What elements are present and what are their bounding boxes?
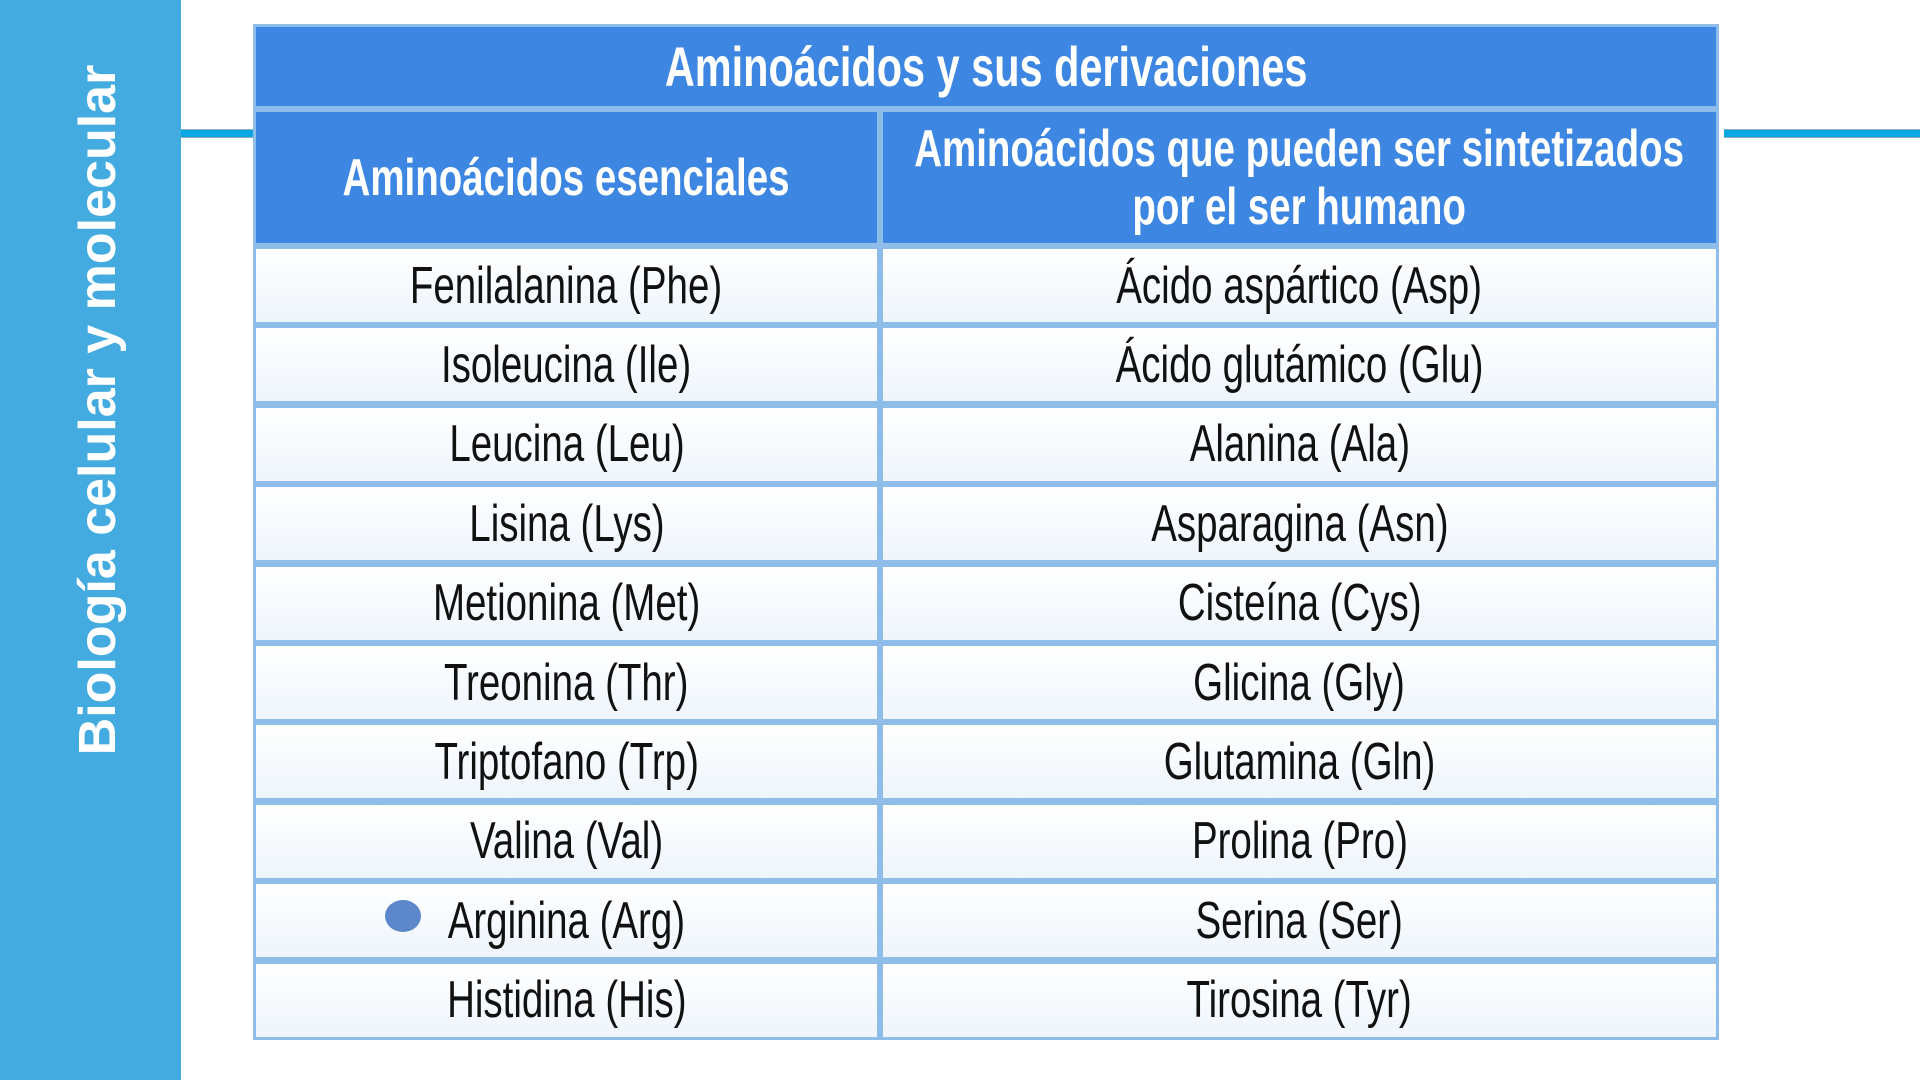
cell-essential: Arginina (Arg)	[256, 884, 877, 958]
cell-synthesized: Serina (Ser)	[883, 884, 1716, 958]
divider-line-right	[1724, 129, 1920, 138]
cell-text: Glicina (Gly)	[1193, 653, 1406, 712]
cell-text: Metionina (Met)	[432, 574, 701, 633]
cell-synthesized: Prolina (Pro)	[883, 804, 1716, 878]
cell-synthesized: Cisteína (Cys)	[883, 566, 1716, 640]
sidebar: Biología celular y molecular	[0, 0, 181, 1080]
cell-text: Arginina (Arg)	[447, 891, 686, 950]
cell-text: Prolina (Pro)	[1191, 812, 1408, 871]
column-header-essential: Aminoácidos esenciales	[256, 112, 877, 243]
cell-text: Ácido aspártico (Asp)	[1116, 256, 1483, 315]
cell-essential: Treonina (Thr)	[256, 646, 877, 719]
cell-essential: Fenilalanina (Phe)	[256, 249, 877, 322]
cell-text: Valina (Val)	[469, 812, 664, 871]
cell-synthesized: Tirosina (Tyr)	[883, 963, 1716, 1037]
cell-synthesized: Ácido glutámico (Glu)	[883, 328, 1716, 402]
sidebar-title: Biología celular y molecular	[69, 64, 127, 756]
bullet-dot-icon	[385, 900, 421, 932]
cell-synthesized: Alanina (Ala)	[883, 407, 1716, 481]
cell-text: Serina (Ser)	[1195, 891, 1404, 950]
cell-text: Treonina (Thr)	[444, 653, 689, 712]
cell-text: Alanina (Ala)	[1189, 415, 1410, 474]
cell-synthesized: Glicina (Gly)	[883, 646, 1716, 719]
cell-text: Histidina (His)	[446, 971, 687, 1030]
cell-essential: Lisina (Lys)	[256, 487, 877, 561]
column-header-synthesized: Aminoácidos que pueden ser sintetizados p…	[883, 112, 1716, 243]
cell-text: Fenilalanina (Phe)	[410, 256, 723, 315]
cell-essential: Metionina (Met)	[256, 566, 877, 640]
cell-text: Lisina (Lys)	[468, 494, 665, 553]
cell-essential: Valina (Val)	[256, 804, 877, 878]
cell-essential: Histidina (His)	[256, 963, 877, 1037]
cell-essential: Isoleucina (Ile)	[256, 328, 877, 402]
cell-synthesized: Asparagina (Asn)	[883, 487, 1716, 561]
cell-text: Glutamina (Gln)	[1163, 732, 1436, 791]
cell-essential: Triptofano (Trp)	[256, 725, 877, 799]
cell-text: Cisteína (Cys)	[1177, 574, 1422, 633]
cell-essential: Leucina (Leu)	[256, 407, 877, 481]
cell-text: Leucina (Leu)	[448, 415, 685, 474]
cell-text: Triptofano (Trp)	[434, 732, 699, 791]
cell-text: Ácido glutámico (Glu)	[1115, 335, 1484, 394]
cell-text: Tirosina (Tyr)	[1186, 971, 1413, 1030]
cell-text: Isoleucina (Ile)	[441, 335, 692, 394]
cell-text: Asparagina (Asn)	[1150, 494, 1449, 553]
divider-line-left	[181, 129, 253, 138]
cell-synthesized: Ácido aspártico (Asp)	[883, 249, 1716, 322]
table-title: Aminoácidos y sus derivaciones	[256, 27, 1716, 106]
cell-synthesized: Glutamina (Gln)	[883, 725, 1716, 799]
amino-acids-table: Aminoácidos y sus derivaciones Aminoácid…	[253, 24, 1719, 1040]
